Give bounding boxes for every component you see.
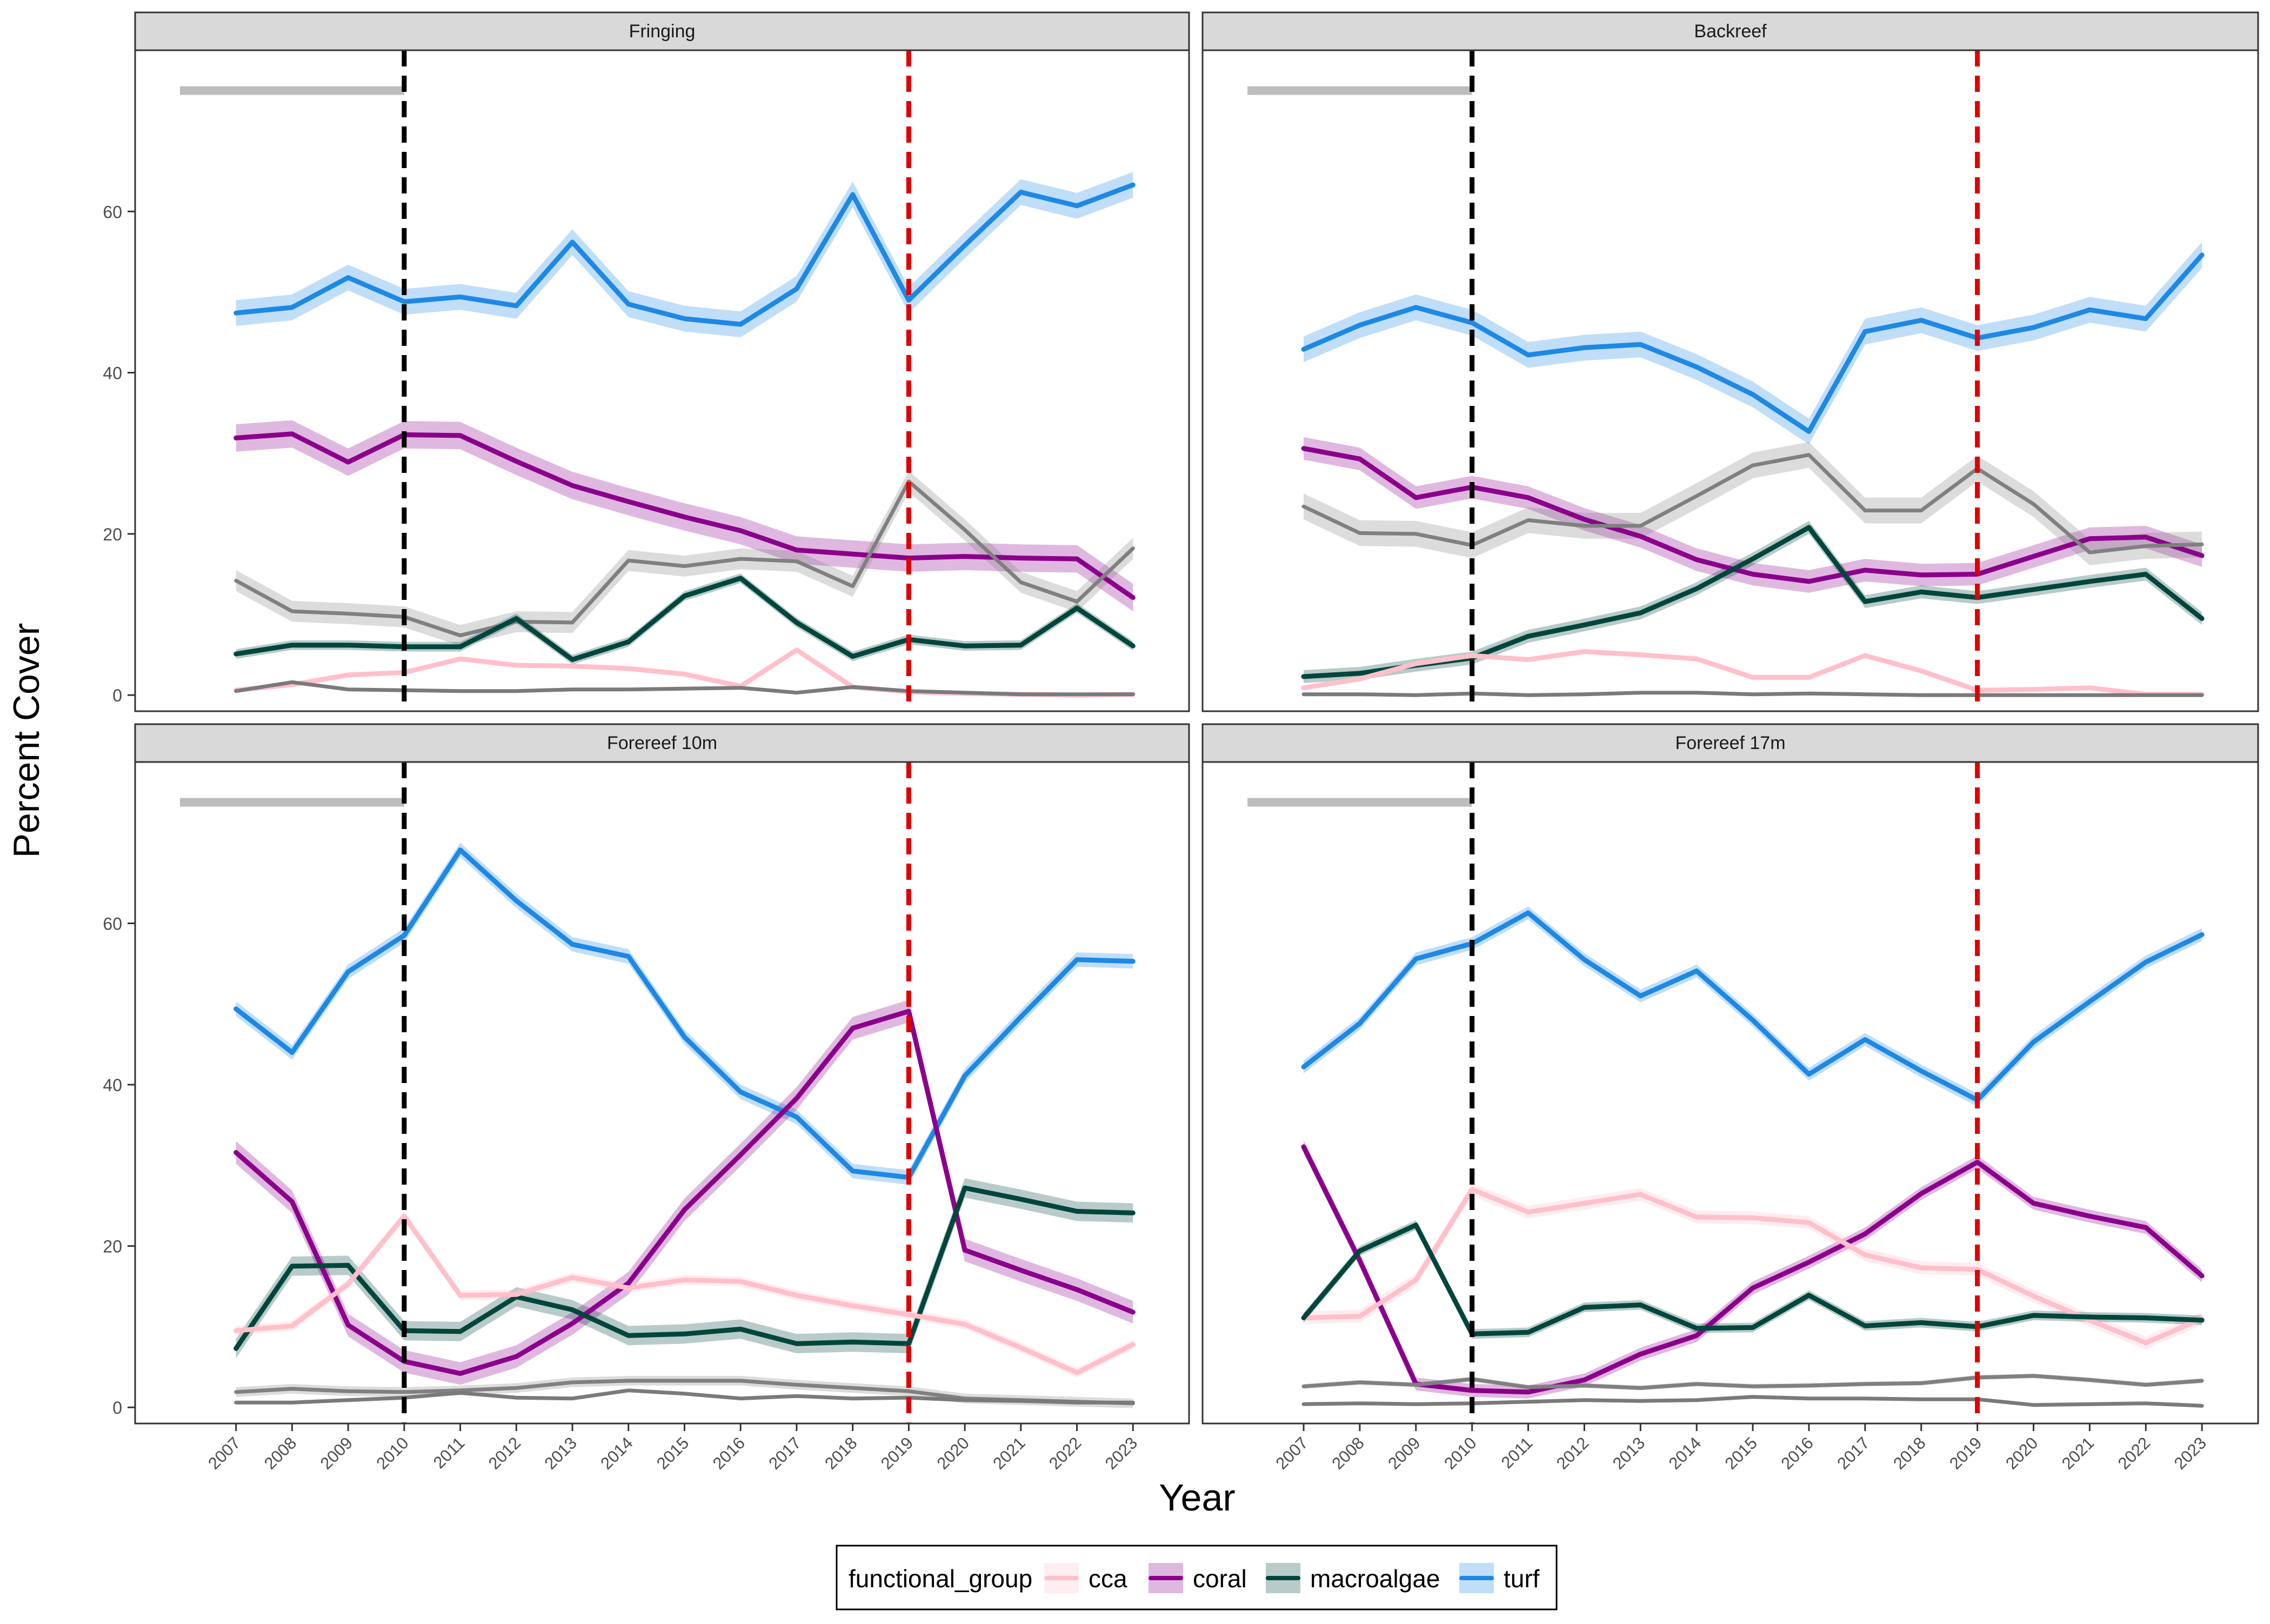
series-line-fringing-turf [233, 182, 1136, 327]
panel-border-forereef-17m [1201, 761, 2259, 1425]
legend-label-coral: coral [1193, 1565, 1247, 1593]
series-line-backreef-coral [1301, 446, 2205, 584]
series-line-forereef-17m-grey_lower [1301, 1395, 2204, 1408]
y-tick-label-fringing-60: 60 [103, 202, 122, 222]
y-tick-label-fringing-0: 0 [112, 686, 122, 705]
legend-label-cca: cca [1089, 1565, 1127, 1593]
series-line-fringing-grey_upper [234, 479, 1135, 638]
facet-label-forereef-17m: Forereef 17m [1675, 733, 1785, 753]
y-tick-label-forereef-10m-40: 40 [103, 1075, 122, 1095]
band-forereef-17m-macroalgae [1304, 1220, 2202, 1339]
y-tick-label-fringing-20: 20 [103, 525, 122, 544]
series-line-forereef-17m-grey_upper [1301, 1374, 2204, 1390]
panel-background-fringing [135, 50, 1189, 711]
series-line-forereef-17m-turf [1301, 910, 2205, 1102]
y-axis-title: Percent Cover [6, 623, 47, 858]
series-line-forereef-10m-turf [233, 847, 1136, 1180]
legend-box [836, 1545, 1558, 1610]
legend-title: functional_group [849, 1565, 1032, 1593]
series-line-backreef-turf [1301, 252, 2205, 434]
band-forereef-10m-cca [236, 1211, 1133, 1378]
series-line-forereef-10m-coral [233, 1008, 1136, 1376]
series-line-forereef-17m-cca [1301, 1187, 2205, 1346]
series-line-fringing-coral [233, 431, 1136, 600]
legend-label-macroalgae: macroalgae [1310, 1565, 1440, 1593]
series-line-backreef-grey_upper [1301, 453, 2204, 554]
facet-label-backreef: Backreef [1694, 21, 1767, 42]
series-line-forereef-17m-macroalgae [1301, 1222, 2205, 1336]
band-backreef-turf [1304, 242, 2202, 445]
band-fringing-grey_upper [236, 471, 1133, 646]
y-tick-label-forereef-10m-0: 0 [112, 1398, 122, 1418]
series-line-backreef-cca [1301, 649, 2205, 697]
panel-border-fringing [134, 49, 1190, 712]
legend-entry-turf: turf [1459, 1563, 1540, 1593]
panel-background-backreef [1203, 50, 2258, 711]
facet-strip-fringing [134, 11, 1190, 51]
facet-strip-forereef-10m [134, 723, 1190, 763]
series-line-forereef-10m-cca [233, 1213, 1136, 1375]
panel-backreef: Backreef [1201, 11, 2259, 712]
y-tick-label-forereef-10m-60: 60 [103, 914, 122, 934]
series-line-forereef-17m-coral [1301, 1144, 2205, 1395]
legend-entry-coral: coral [1149, 1563, 1247, 1593]
series-line-fringing-macroalgae [233, 576, 1136, 662]
series-line-backreef-grey_lower [1301, 691, 2204, 697]
legend-entry-cca: cca [1044, 1563, 1127, 1593]
series-line-fringing-grey_lower [234, 680, 1135, 697]
x-axis-title: Year [1159, 1476, 1235, 1519]
series-line-forereef-10m-macroalgae [233, 1185, 1136, 1351]
legend: functional_group cca coral macroalgae turf [836, 1545, 1558, 1610]
facet-label-fringing: Fringing [629, 21, 696, 42]
facet-label-forereef-10m: Forereef 10m [607, 733, 717, 753]
facet-strip-backreef [1201, 11, 2259, 51]
y-tick-label-forereef-10m-20: 20 [103, 1237, 122, 1257]
panel-background-forereef-17m [1203, 762, 2258, 1423]
series-line-forereef-10m-grey_lower [234, 1388, 1135, 1405]
band-backreef-macroalgae [1304, 521, 2202, 683]
legend-label-turf: turf [1504, 1565, 1540, 1593]
panel-border-backreef [1201, 49, 2259, 712]
panel-border-forereef-10m [134, 761, 1190, 1425]
panel-fringing: Fringing 0 20 40 60 [103, 11, 1190, 712]
legend-entry-macroalgae: macroalgae [1266, 1563, 1440, 1593]
y-tick-label-fringing-40: 40 [103, 364, 122, 383]
band-forereef-10m-macroalgae [236, 1178, 1133, 1359]
legend-keys: cca coral macroalgae turf [1044, 1563, 1540, 1593]
panels-layer: Fringing 0 20 40 60 Backreef Forereef 10m 0 20 40… [103, 11, 2259, 1473]
